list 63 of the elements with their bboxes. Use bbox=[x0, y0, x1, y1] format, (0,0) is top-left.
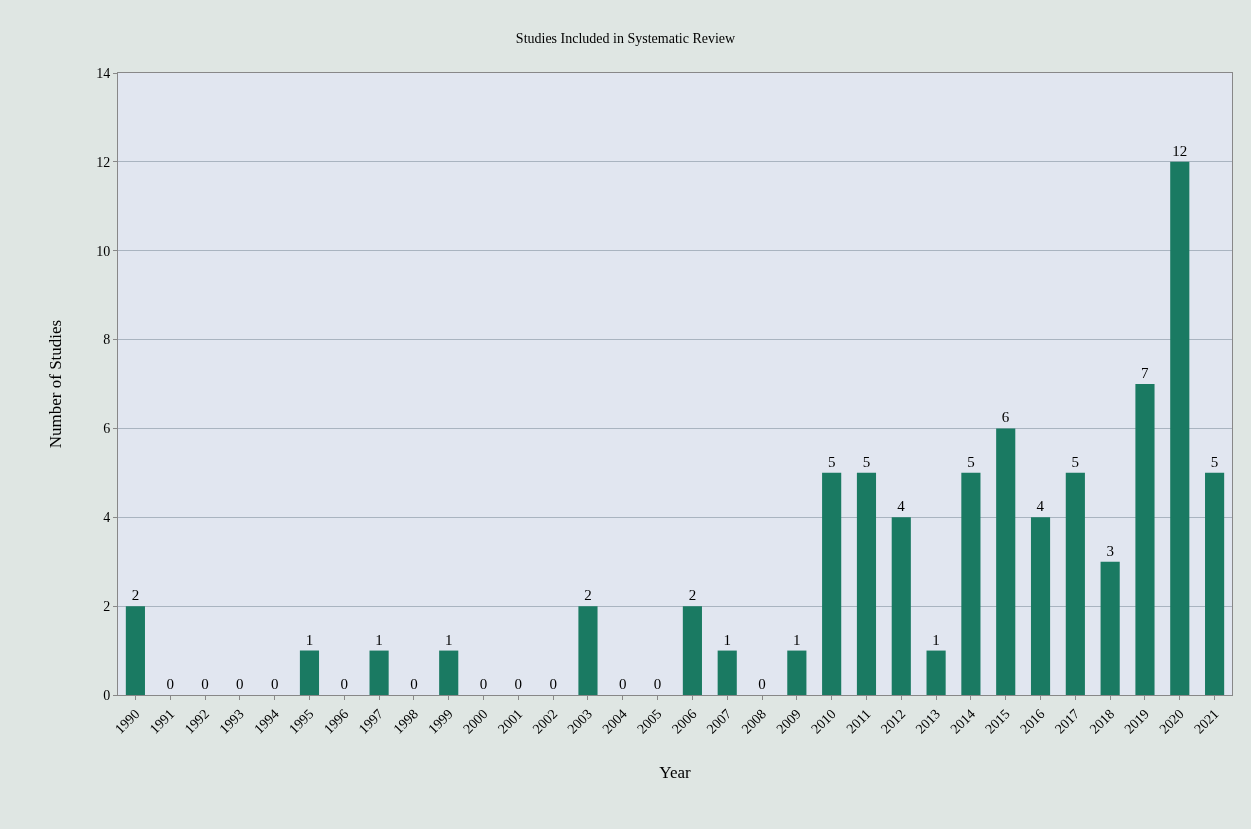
bar bbox=[578, 606, 598, 695]
data-label: 0 bbox=[410, 676, 418, 692]
data-label: 12 bbox=[1172, 142, 1188, 159]
bar bbox=[996, 428, 1016, 695]
y-tick-label: 4 bbox=[103, 510, 111, 526]
x-axis-title: Year bbox=[659, 763, 691, 783]
bar bbox=[1135, 384, 1155, 695]
y-tick-label: 14 bbox=[96, 65, 111, 81]
data-label: 0 bbox=[514, 676, 523, 692]
data-label: 1 bbox=[793, 631, 801, 648]
y-axis-title: Number of Studies bbox=[45, 319, 65, 449]
y-tick-label: 6 bbox=[103, 421, 111, 437]
bar bbox=[822, 472, 842, 695]
data-label: 0 bbox=[549, 676, 557, 692]
data-label: 3 bbox=[1106, 542, 1114, 559]
bar bbox=[926, 650, 946, 695]
data-label: 5 bbox=[827, 453, 836, 470]
bar bbox=[1205, 472, 1225, 695]
bar bbox=[299, 650, 320, 695]
data-label: 0 bbox=[758, 676, 766, 692]
data-label: 0 bbox=[653, 676, 662, 692]
bar bbox=[717, 650, 737, 695]
bar bbox=[1030, 517, 1051, 695]
data-label: 1 bbox=[723, 631, 731, 648]
bar bbox=[1100, 561, 1120, 695]
bar bbox=[1170, 161, 1190, 695]
data-label: 5 bbox=[1210, 453, 1219, 470]
data-label: 0 bbox=[270, 676, 279, 692]
bar bbox=[891, 517, 911, 695]
data-label: 4 bbox=[1036, 498, 1045, 515]
y-tick-label: 0 bbox=[103, 687, 111, 703]
data-label: 2 bbox=[131, 587, 140, 604]
bar bbox=[961, 472, 981, 695]
data-label: 5 bbox=[862, 453, 871, 470]
bar bbox=[439, 650, 459, 695]
data-label: 0 bbox=[340, 676, 349, 692]
bar bbox=[856, 472, 877, 695]
y-tick-label: 8 bbox=[103, 332, 111, 348]
data-label: 2 bbox=[584, 587, 592, 604]
bar bbox=[125, 606, 145, 695]
data-label: 5 bbox=[967, 453, 975, 470]
data-label: 1 bbox=[375, 631, 383, 648]
y-tick-label: 10 bbox=[96, 243, 111, 259]
chart-title: Studies Included in Systematic Review bbox=[515, 30, 737, 46]
data-label: 6 bbox=[1001, 409, 1010, 426]
data-label: 0 bbox=[236, 676, 244, 692]
data-label: 4 bbox=[897, 498, 906, 515]
data-label: 2 bbox=[688, 587, 697, 604]
data-label: 5 bbox=[1071, 453, 1080, 470]
data-label: 1 bbox=[305, 631, 314, 648]
bar bbox=[369, 650, 389, 695]
y-tick-label: 2 bbox=[103, 599, 111, 615]
bar bbox=[1065, 472, 1085, 695]
bar bbox=[682, 606, 702, 695]
data-label: 7 bbox=[1140, 365, 1149, 381]
data-label: 0 bbox=[166, 676, 174, 692]
data-label: 0 bbox=[619, 676, 627, 692]
data-label: 1 bbox=[444, 631, 453, 648]
data-label: 0 bbox=[201, 676, 209, 692]
data-label: 0 bbox=[479, 676, 488, 692]
data-label: 1 bbox=[932, 631, 940, 648]
bar bbox=[787, 650, 807, 695]
y-tick-label: 12 bbox=[96, 154, 111, 170]
